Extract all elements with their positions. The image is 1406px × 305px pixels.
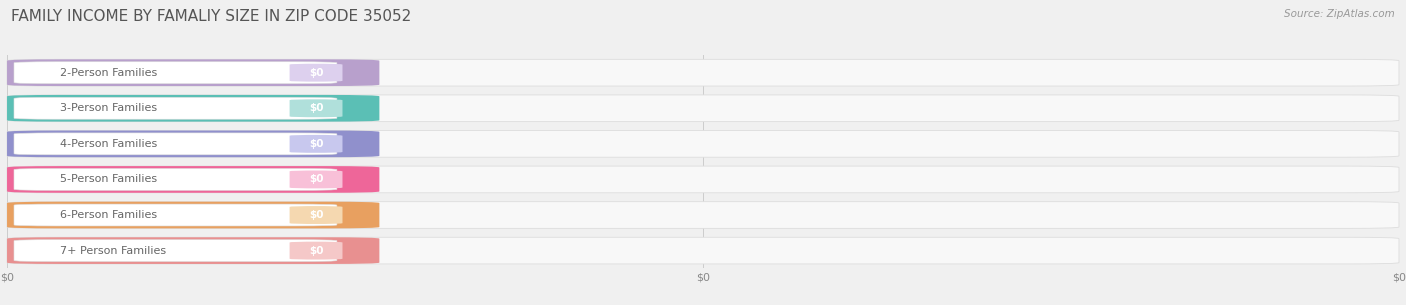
FancyBboxPatch shape [14, 62, 337, 84]
FancyBboxPatch shape [14, 240, 337, 262]
FancyBboxPatch shape [290, 170, 343, 188]
FancyBboxPatch shape [7, 95, 380, 122]
Text: $0: $0 [309, 68, 323, 78]
Text: 6-Person Families: 6-Person Families [60, 210, 157, 220]
FancyBboxPatch shape [7, 202, 380, 228]
FancyBboxPatch shape [7, 237, 380, 264]
FancyBboxPatch shape [7, 95, 1399, 122]
FancyBboxPatch shape [14, 204, 337, 226]
FancyBboxPatch shape [290, 99, 343, 117]
FancyBboxPatch shape [7, 59, 1399, 86]
FancyBboxPatch shape [290, 135, 343, 153]
FancyBboxPatch shape [7, 237, 1399, 264]
Text: $0: $0 [309, 246, 323, 256]
FancyBboxPatch shape [7, 166, 380, 193]
Text: $0: $0 [309, 210, 323, 220]
FancyBboxPatch shape [290, 242, 343, 260]
FancyBboxPatch shape [14, 97, 337, 119]
Text: FAMILY INCOME BY FAMALIY SIZE IN ZIP CODE 35052: FAMILY INCOME BY FAMALIY SIZE IN ZIP COD… [11, 9, 412, 24]
Text: 4-Person Families: 4-Person Families [60, 139, 157, 149]
FancyBboxPatch shape [14, 133, 337, 155]
Text: $0: $0 [309, 174, 323, 185]
Text: Source: ZipAtlas.com: Source: ZipAtlas.com [1284, 9, 1395, 19]
Text: 3-Person Families: 3-Person Families [60, 103, 157, 113]
Text: $0: $0 [309, 139, 323, 149]
FancyBboxPatch shape [7, 131, 1399, 157]
FancyBboxPatch shape [290, 206, 343, 224]
Text: $0: $0 [309, 103, 323, 113]
FancyBboxPatch shape [7, 131, 380, 157]
Text: 2-Person Families: 2-Person Families [60, 68, 157, 78]
FancyBboxPatch shape [290, 64, 343, 82]
FancyBboxPatch shape [14, 168, 337, 190]
FancyBboxPatch shape [7, 166, 1399, 193]
Text: 5-Person Families: 5-Person Families [60, 174, 157, 185]
FancyBboxPatch shape [7, 59, 380, 86]
FancyBboxPatch shape [7, 202, 1399, 228]
Text: 7+ Person Families: 7+ Person Families [60, 246, 166, 256]
